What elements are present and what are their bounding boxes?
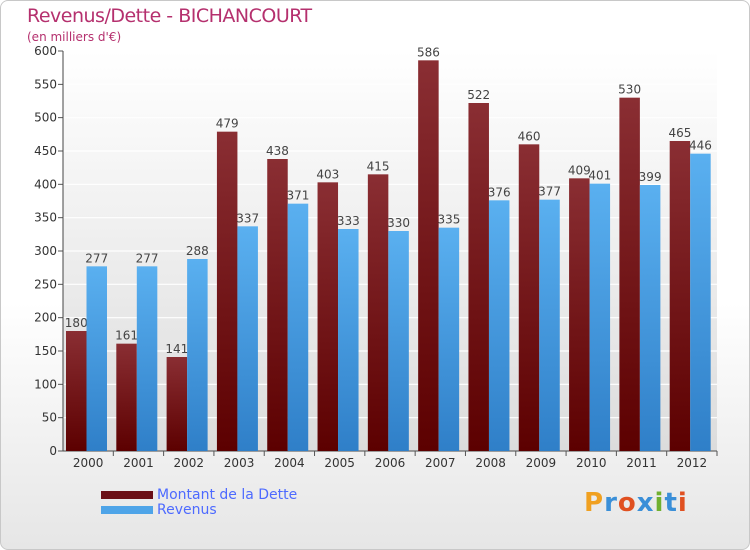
y-tick-label: 250 xyxy=(34,277,57,291)
bar-revenus xyxy=(639,185,661,451)
data-label: 330 xyxy=(387,216,410,230)
x-tick-label: 2008 xyxy=(475,456,506,470)
bar-revenus xyxy=(338,229,359,451)
legend-item-dette: Montant de la Dette xyxy=(101,486,298,503)
data-label: 479 xyxy=(216,117,239,131)
bar-revenus xyxy=(488,200,510,451)
bar-dette xyxy=(66,331,87,451)
bar-dette xyxy=(367,174,389,452)
bar-revenus xyxy=(287,203,309,451)
bar-revenus xyxy=(187,259,208,451)
bar-revenus xyxy=(237,226,258,451)
x-tick-label: 2005 xyxy=(324,456,355,470)
y-tick-label: 350 xyxy=(34,211,57,225)
data-label: 415 xyxy=(367,159,390,173)
x-tick-label: 2007 xyxy=(425,456,456,470)
data-label: 465 xyxy=(668,126,691,140)
data-label: 446 xyxy=(689,139,712,153)
legend-swatch-dette xyxy=(101,490,153,499)
x-tick-label: 2011 xyxy=(626,456,657,470)
bar-revenus xyxy=(388,231,409,451)
data-label: 141 xyxy=(165,342,188,356)
bar-revenus xyxy=(539,199,560,451)
data-label: 161 xyxy=(115,329,138,343)
data-label: 377 xyxy=(538,185,561,199)
data-label: 180 xyxy=(65,316,88,330)
data-label: 438 xyxy=(266,144,289,158)
bar-dette xyxy=(569,178,590,452)
y-tick-label: 50 xyxy=(42,411,57,425)
data-label: 277 xyxy=(85,251,108,265)
bar-dette xyxy=(468,103,489,451)
data-label: 371 xyxy=(287,189,310,203)
y-tick-label: 500 xyxy=(34,111,57,125)
y-tick-label: 400 xyxy=(34,177,57,191)
legend: Montant de la Dette Revenus xyxy=(101,486,298,518)
legend-label-dette: Montant de la Dette xyxy=(157,486,298,503)
y-tick-label: 300 xyxy=(34,244,57,258)
x-tick-label: 2009 xyxy=(526,456,557,470)
x-tick-label: 2001 xyxy=(123,456,154,470)
bar-revenus xyxy=(438,227,460,451)
bar-dette xyxy=(116,343,137,451)
y-tick-label: 600 xyxy=(34,44,57,58)
x-tick-label: 2012 xyxy=(677,456,708,470)
x-tick-label: 2010 xyxy=(576,456,607,470)
data-label: 401 xyxy=(588,169,611,183)
legend-item-revenus: Revenus xyxy=(101,501,297,518)
bar-dette xyxy=(518,144,540,452)
legend-swatch-revenus xyxy=(101,505,153,514)
data-label: 530 xyxy=(618,83,641,97)
x-tick-label: 2004 xyxy=(274,456,305,470)
y-tick-label: 0 xyxy=(49,444,57,458)
legend-label-revenus: Revenus xyxy=(157,501,217,518)
y-tick-label: 550 xyxy=(34,77,57,91)
data-label: 337 xyxy=(236,211,259,225)
chart-title: Revenus/Dette - BICHANCOURT xyxy=(27,5,312,27)
bar-revenus xyxy=(589,183,611,451)
bar-dette xyxy=(418,60,439,451)
bar-dette xyxy=(619,97,640,452)
data-label: 586 xyxy=(417,45,440,59)
bar-revenus xyxy=(86,266,107,451)
x-tick-label: 2003 xyxy=(224,456,255,470)
data-label: 288 xyxy=(186,244,209,258)
bar-revenus xyxy=(690,153,711,451)
data-label: 399 xyxy=(639,170,662,184)
data-label: 403 xyxy=(316,167,339,181)
x-tick-label: 2006 xyxy=(375,456,406,470)
bar-dette xyxy=(267,159,288,451)
x-tick-label: 2002 xyxy=(173,456,204,470)
data-label: 333 xyxy=(337,214,360,228)
bar-dette xyxy=(216,131,238,451)
x-tick-label: 2000 xyxy=(73,456,104,470)
bar-dette xyxy=(166,357,188,451)
data-label: 277 xyxy=(136,251,159,265)
y-tick-label: 150 xyxy=(34,344,57,358)
data-label: 335 xyxy=(437,213,460,227)
y-tick-label: 200 xyxy=(34,311,57,325)
y-tick-label: 450 xyxy=(34,144,57,158)
bar-dette xyxy=(669,141,691,451)
bar-revenus xyxy=(136,266,158,451)
data-label: 409 xyxy=(568,163,591,177)
data-label: 522 xyxy=(467,88,490,102)
data-label: 376 xyxy=(488,185,511,199)
chart-subtitle: (en milliers d'€) xyxy=(27,30,122,44)
bar-dette xyxy=(317,182,339,452)
data-label: 460 xyxy=(518,129,541,143)
proxiti-logo: Proxiti xyxy=(584,488,688,518)
y-tick-label: 100 xyxy=(34,377,57,391)
